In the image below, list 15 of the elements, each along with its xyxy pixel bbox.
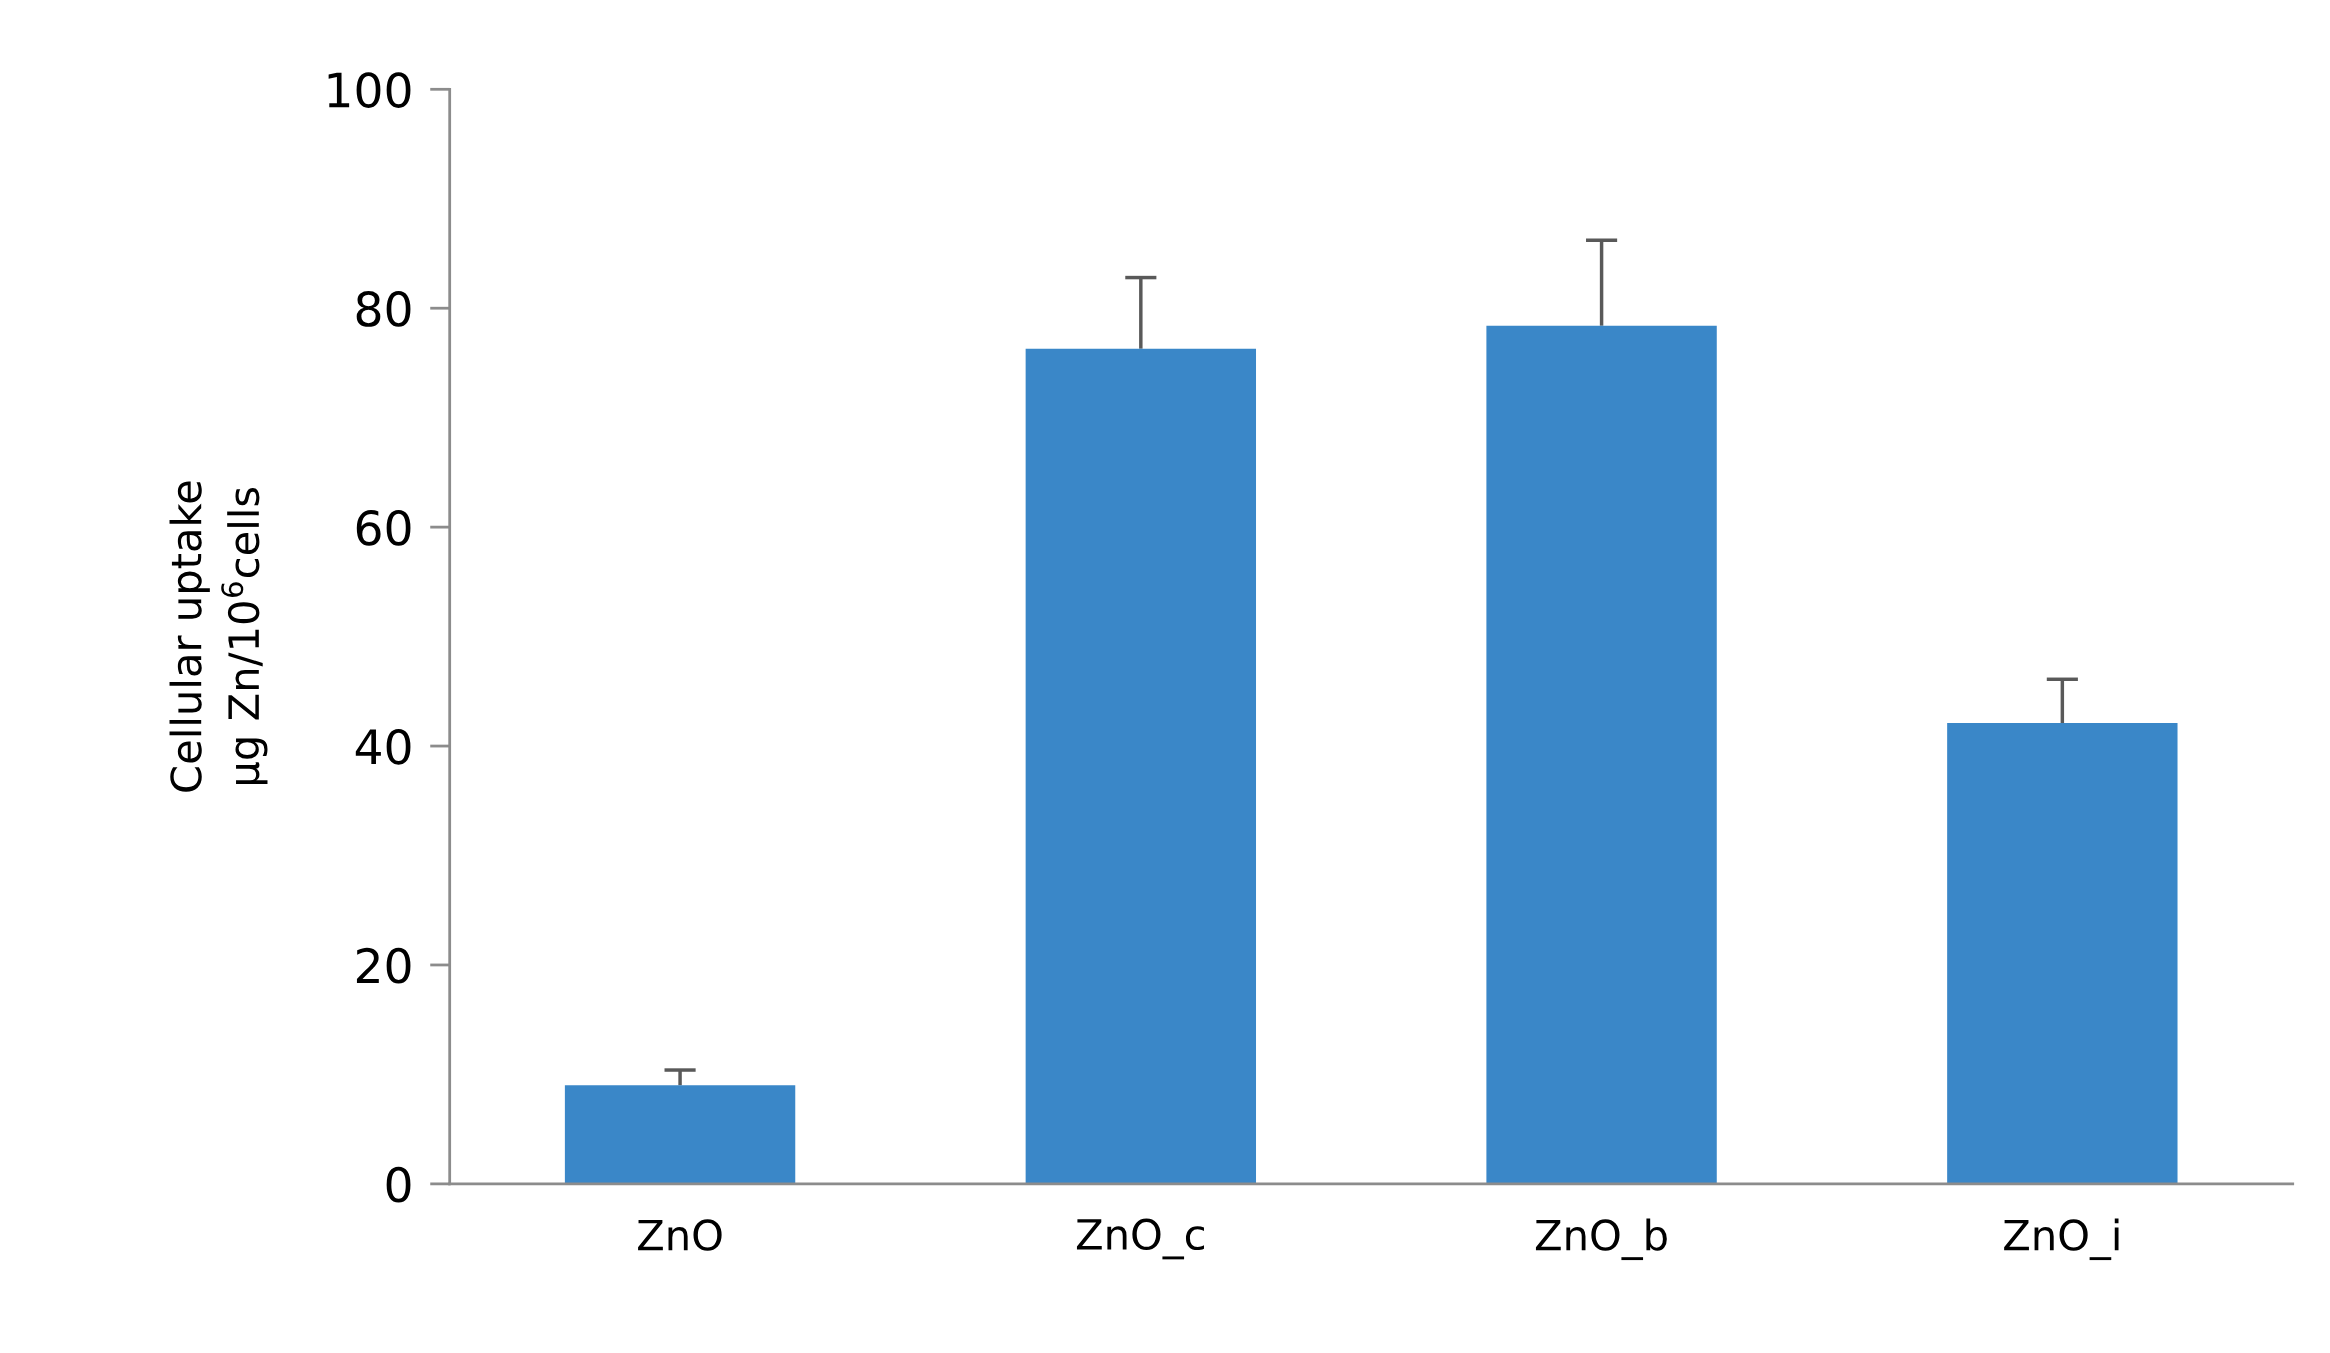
y-tick-label: 100 xyxy=(328,72,411,108)
y-tick-label: 0 xyxy=(386,1166,411,1203)
y-tick-label: 80 xyxy=(356,291,411,327)
y-tick-label: 60 xyxy=(356,510,411,546)
bar xyxy=(1486,325,1717,1184)
x-tick-label: ZnO xyxy=(638,1219,722,1251)
bar xyxy=(1025,348,1257,1184)
x-tick-label: ZnO_c xyxy=(1076,1218,1204,1260)
y-tick-label: 40 xyxy=(355,728,411,765)
y-axis-title: Cellular uptake μg Zn/10$^{6}$cells xyxy=(169,481,268,792)
bar xyxy=(564,1085,796,1184)
bar xyxy=(1947,723,2178,1184)
x-tick-label: ZnO_i xyxy=(2004,1218,2119,1261)
y-tick-label: 20 xyxy=(356,947,411,984)
x-tick-label: ZnO_b xyxy=(1535,1218,1667,1261)
